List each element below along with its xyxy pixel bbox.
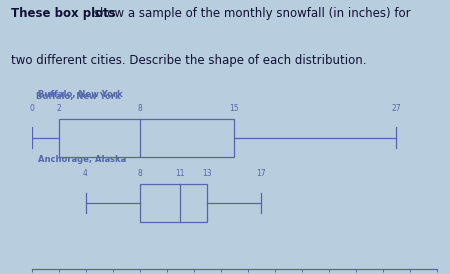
Text: 11: 11 [175, 169, 185, 178]
Text: 15: 15 [229, 104, 239, 113]
Bar [58, 119, 234, 156]
Text: 13: 13 [202, 169, 212, 178]
Text: 2: 2 [56, 104, 61, 113]
Text: 4: 4 [83, 169, 88, 178]
Text: Anchorage, Alaska: Anchorage, Alaska [38, 155, 126, 164]
Text: Buffalo, New York: Buffalo, New York [36, 92, 120, 101]
Text: 8: 8 [137, 169, 142, 178]
Text: These box plots: These box plots [11, 7, 116, 20]
Text: show a sample of the monthly snowfall (in inches) for: show a sample of the monthly snowfall (i… [90, 7, 410, 20]
Text: Buffalo, New York: Buffalo, New York [38, 90, 123, 99]
Text: 27: 27 [391, 104, 401, 113]
Bar [140, 184, 207, 222]
Text: 17: 17 [256, 169, 266, 178]
Text: two different cities. Describe the shape of each distribution.: two different cities. Describe the shape… [11, 54, 367, 67]
Text: 0: 0 [29, 104, 34, 113]
Text: 8: 8 [137, 104, 142, 113]
